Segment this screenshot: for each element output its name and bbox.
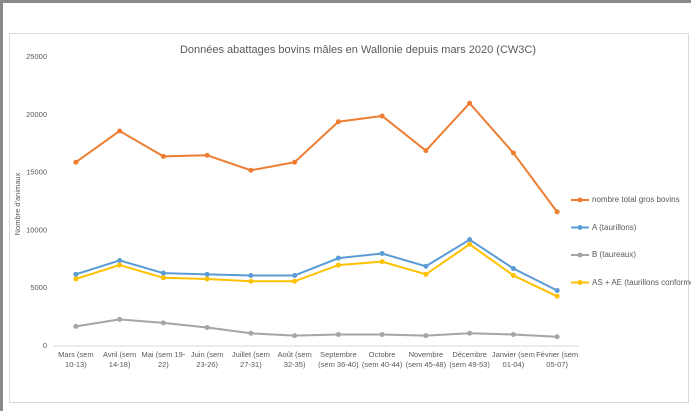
data-point	[510, 272, 516, 278]
data-point	[510, 331, 516, 337]
data-point	[467, 100, 473, 106]
data-point	[335, 331, 341, 337]
series-line	[75, 318, 558, 338]
data-point	[248, 167, 254, 173]
legend-label: AS + AE (taurillons conformés)	[592, 277, 691, 287]
data-point	[379, 331, 385, 337]
data-point	[160, 270, 166, 276]
data-point	[510, 266, 516, 272]
x-tick-label: Mars (sem 10-13)	[58, 350, 94, 369]
data-point	[204, 325, 210, 331]
data-point	[73, 271, 79, 277]
data-point	[467, 241, 473, 247]
data-point	[292, 272, 298, 278]
legend-marker	[577, 225, 583, 230]
data-point	[160, 275, 166, 281]
y-tick-label: 0	[43, 341, 47, 350]
data-point	[248, 272, 254, 278]
data-point	[160, 153, 166, 159]
data-point	[292, 278, 298, 284]
data-point	[423, 333, 429, 339]
data-point	[379, 251, 385, 257]
y-tick-label: 15000	[26, 168, 47, 177]
chart-title: Données abattages bovins mâles en Wallon…	[180, 44, 536, 56]
data-point	[117, 316, 123, 322]
data-point	[554, 334, 560, 340]
data-point	[335, 262, 341, 268]
y-tick-label: 20000	[26, 110, 47, 119]
chart-frame	[9, 33, 689, 403]
y-tick-label: 10000	[26, 225, 47, 234]
data-point	[467, 330, 473, 336]
legend-label: nombre total gros bovins	[592, 195, 680, 204]
data-point	[73, 159, 79, 165]
x-tick-label: Juillet (sem 27-31)	[231, 350, 270, 369]
data-point	[554, 209, 560, 215]
x-tick-label: Janvier (sem 01-04)	[491, 350, 535, 369]
legend-marker	[577, 252, 583, 258]
chart: Données abattages bovins mâles en Wallon…	[13, 44, 589, 350]
data-point	[423, 263, 429, 269]
y-axis-label: Nombre d'animaux	[13, 172, 22, 235]
legend-marker	[577, 280, 583, 285]
y-tick-label: 25000	[26, 52, 47, 61]
data-point	[335, 255, 341, 261]
data-point	[423, 271, 429, 277]
x-tick-label: Avril (sem 14-18)	[103, 350, 137, 369]
data-point	[204, 276, 210, 282]
x-tick-label: Juin (sem 23-26)	[190, 350, 224, 369]
data-point	[510, 150, 516, 156]
data-point	[117, 257, 123, 263]
legend-label: B (taureaux)	[592, 250, 637, 259]
series-line	[75, 101, 558, 213]
x-tick-label: Décembre (sem 49-53)	[449, 350, 490, 369]
data-point	[335, 119, 341, 125]
x-tick-label: Septembre (sem 36-40)	[318, 350, 359, 369]
x-tick-label: Février (sem 05-07)	[536, 350, 579, 369]
x-tick-label: Août (sem 32-35)	[277, 350, 312, 369]
x-tick-label: Novembre (sem 45-48)	[405, 350, 447, 369]
data-point	[117, 128, 123, 134]
data-point	[160, 320, 166, 326]
data-point	[248, 278, 254, 284]
data-point	[379, 259, 385, 265]
y-tick-label: 5000	[30, 283, 47, 292]
x-tick-label: Mai (sem 19-22)	[141, 350, 186, 369]
data-point	[204, 152, 210, 158]
data-point	[204, 271, 210, 277]
series-line	[75, 243, 558, 298]
series-line	[75, 238, 558, 292]
data-point	[248, 330, 254, 336]
data-point	[73, 276, 79, 282]
legend-label: A (taurillons)	[592, 222, 637, 232]
data-point	[73, 323, 79, 329]
data-point	[292, 159, 298, 165]
data-point	[554, 288, 560, 294]
data-point	[117, 262, 123, 268]
x-tick-label: Octobre (sem 40-44)	[361, 350, 403, 369]
data-point	[379, 113, 385, 119]
legend-marker	[577, 197, 583, 203]
data-point	[467, 237, 473, 243]
data-point	[292, 333, 298, 339]
data-point	[554, 293, 560, 299]
data-point	[423, 148, 429, 154]
